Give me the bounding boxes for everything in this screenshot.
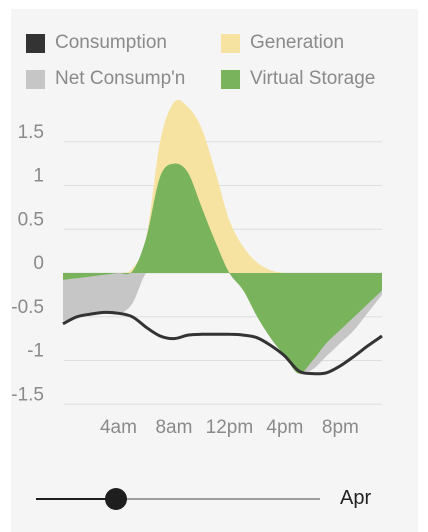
legend-item-virtual-storage[interactable]: Virtual Storage bbox=[221, 68, 375, 90]
legend-label-generation: Generation bbox=[250, 32, 345, 53]
month-slider[interactable] bbox=[36, 486, 386, 516]
legend: Consumption Generation Net Consump'n Vir… bbox=[26, 32, 406, 96]
y-tick-label: 1 bbox=[33, 166, 44, 187]
y-tick-label: 1.5 bbox=[18, 122, 44, 143]
slider-track-filled[interactable] bbox=[36, 498, 116, 500]
legend-swatch-generation bbox=[221, 33, 240, 53]
energy-chart: 1.5 1 0.5 0 -0.5 -1 -1.5 4am 8am 12pm 4pm 8pm bbox=[11, 99, 383, 438]
y-tick-label: -1 bbox=[27, 341, 44, 362]
x-tick-label: 8am bbox=[155, 417, 192, 438]
legend-item-net-consumption[interactable]: Net Consump'n bbox=[26, 68, 185, 90]
legend-item-generation[interactable]: Generation bbox=[221, 32, 344, 54]
legend-swatch-virtual-storage bbox=[221, 69, 240, 89]
legend-item-consumption[interactable]: Consumption bbox=[26, 32, 167, 54]
y-tick-label: -0.5 bbox=[11, 297, 44, 318]
x-axis: 4am 8am 12pm 4pm 8pm bbox=[100, 417, 359, 438]
slider-track[interactable] bbox=[115, 498, 320, 500]
slider-thumb[interactable] bbox=[104, 488, 127, 510]
legend-label-virtual-storage: Virtual Storage bbox=[250, 68, 376, 89]
y-tick-label: 0.5 bbox=[18, 209, 44, 230]
line-consumption bbox=[62, 310, 383, 376]
y-tick-label: 0 bbox=[33, 253, 44, 274]
legend-label-net-consumption: Net Consump'n bbox=[55, 68, 186, 89]
series-areas bbox=[63, 99, 382, 375]
x-tick-label: 4pm bbox=[266, 417, 303, 438]
x-tick-label: 8pm bbox=[322, 417, 359, 438]
y-axis: 1.5 1 0.5 0 -0.5 -1 -1.5 bbox=[11, 122, 44, 406]
month-label: Apr bbox=[340, 487, 372, 509]
area-generation bbox=[63, 99, 382, 274]
legend-swatch-net-consumption bbox=[26, 69, 45, 89]
area-virtual-storage bbox=[63, 163, 382, 374]
y-tick-label: -1.5 bbox=[11, 384, 44, 405]
legend-label-consumption: Consumption bbox=[55, 32, 167, 53]
series-lines bbox=[62, 310, 383, 376]
x-tick-label: 12pm bbox=[206, 417, 254, 438]
legend-swatch-consumption bbox=[26, 33, 45, 53]
x-tick-label: 4am bbox=[100, 417, 137, 438]
